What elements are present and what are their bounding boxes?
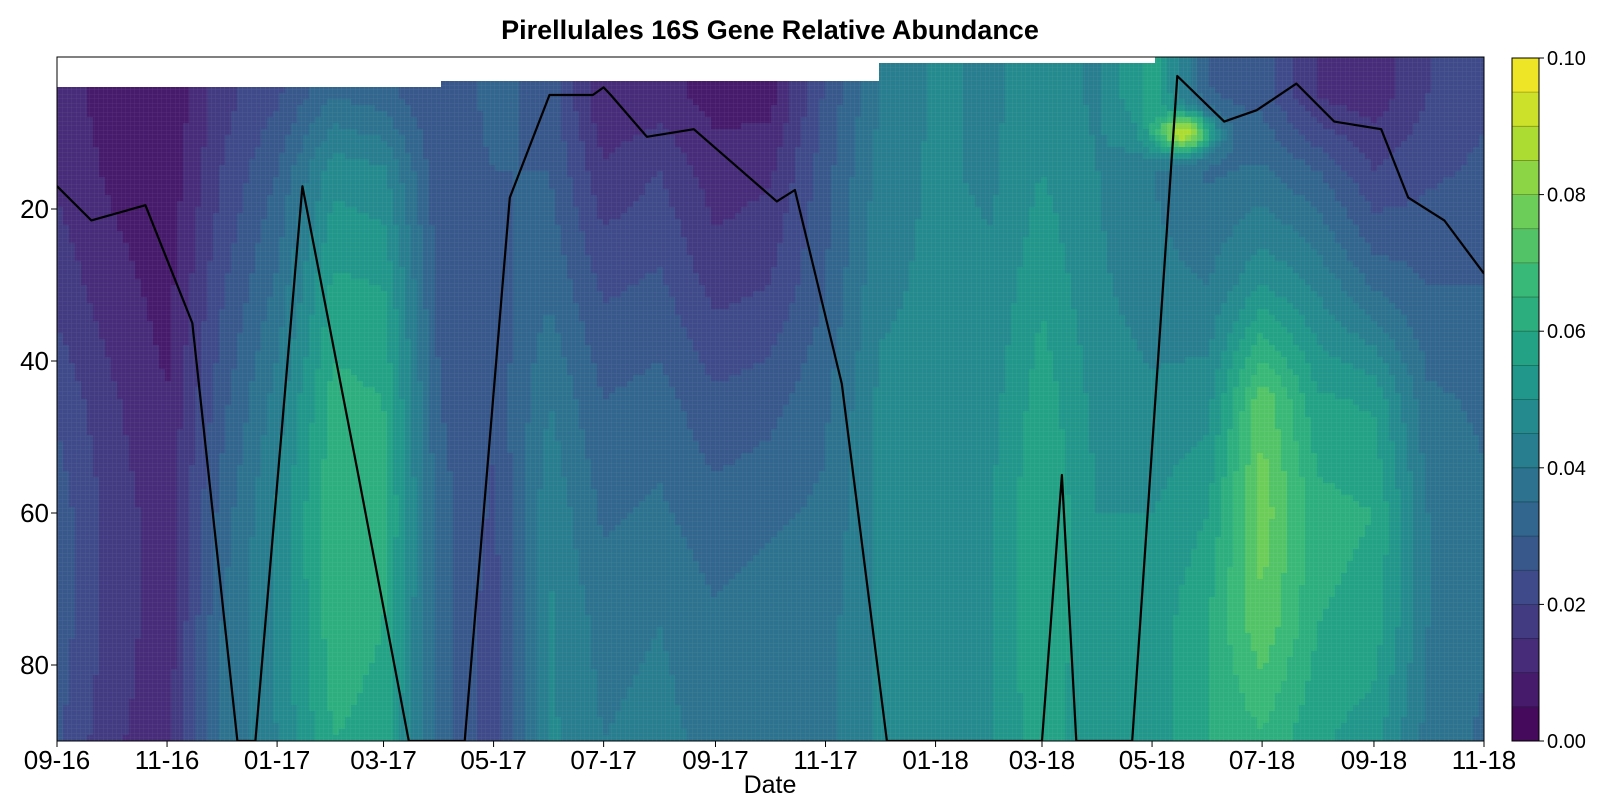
chart-title: Pirellulales 16S Gene Relative Abundance	[501, 15, 1039, 45]
